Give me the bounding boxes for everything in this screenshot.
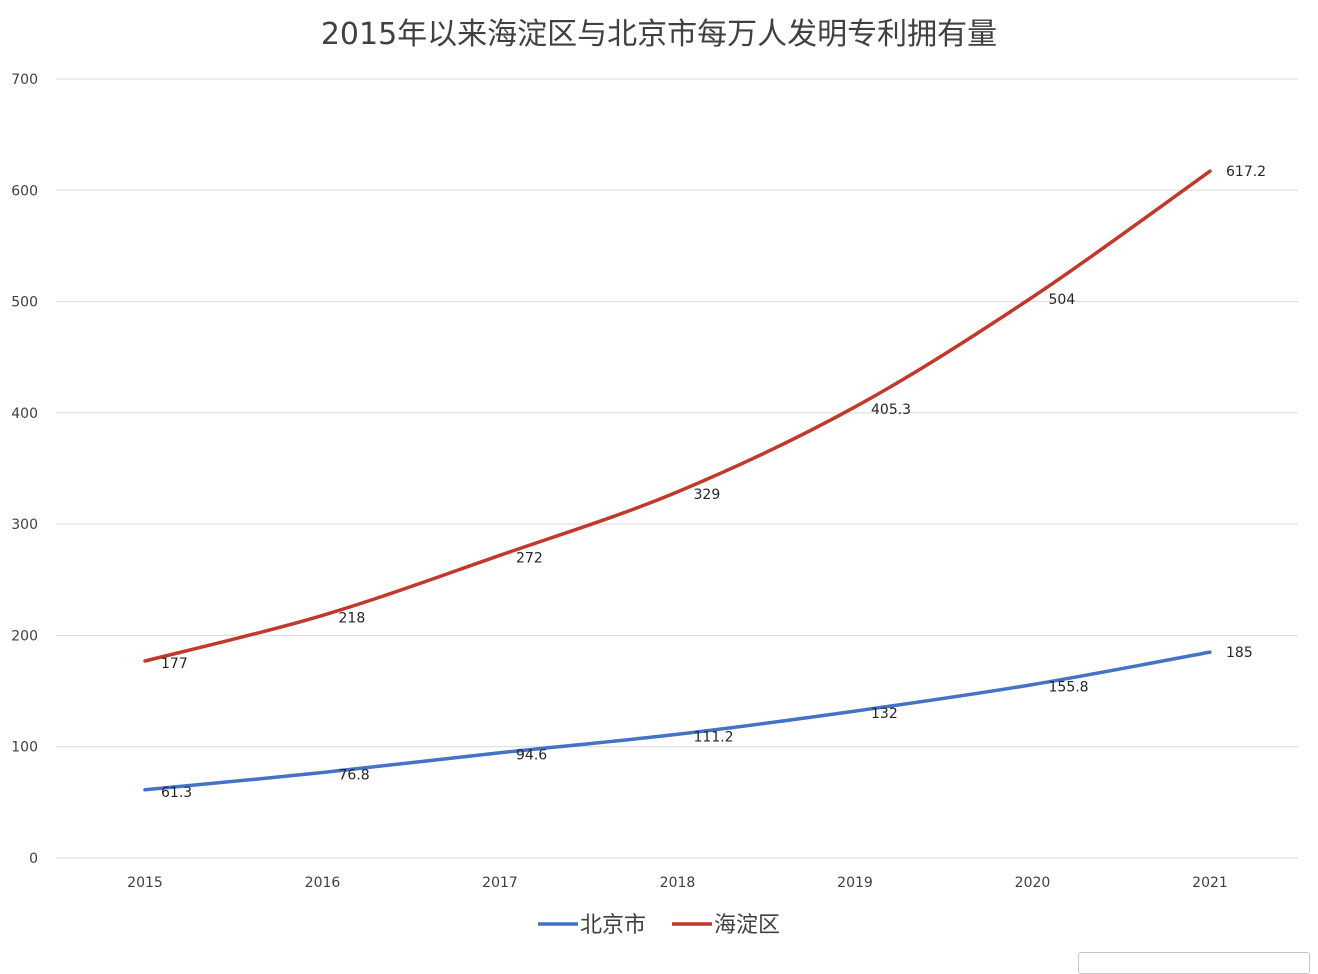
x-tick-label: 2016 [305, 875, 341, 891]
x-tick-label: 2018 [660, 875, 696, 891]
data-label: 94.6 [516, 748, 547, 764]
x-tick-label: 2017 [482, 875, 518, 891]
x-tick-label: 2021 [1192, 875, 1228, 891]
data-label: 177 [161, 656, 188, 672]
y-tick-label: 0 [29, 851, 38, 867]
data-label: 504 [1049, 292, 1076, 308]
data-label: 185 [1226, 645, 1253, 661]
corner-panel [1078, 952, 1310, 974]
y-axis: 0 100 200 300 400 500 600 700 [11, 72, 38, 867]
gridlines [56, 78, 1298, 859]
x-tick-label: 2020 [1015, 875, 1051, 891]
legend: 北京市 海淀区 [538, 913, 780, 938]
data-label: 329 [694, 487, 721, 503]
data-label: 111.2 [694, 729, 734, 745]
y-tick-label: 700 [11, 72, 38, 88]
x-tick-label: 2019 [837, 875, 873, 891]
y-tick-label: 500 [11, 295, 38, 311]
y-tick-label: 400 [11, 406, 38, 422]
y-tick-label: 300 [11, 517, 38, 533]
x-axis: 2015 2016 2017 2018 2019 2020 2021 [127, 875, 1228, 891]
data-label: 76.8 [339, 768, 370, 784]
data-label: 61.3 [161, 785, 192, 801]
series-line-2 [143, 169, 1212, 663]
y-tick-label: 100 [11, 740, 38, 756]
data-labels: 61.3 76.8 94.6 111.2 132 155.8 185 177 218 272 329… [161, 164, 1266, 801]
y-tick-label: 200 [11, 628, 38, 644]
data-label: 272 [516, 550, 543, 566]
legend-label: 北京市 [580, 913, 646, 938]
series-group [143, 169, 1212, 792]
series-line-1 [143, 650, 1212, 792]
data-label: 132 [871, 706, 898, 722]
data-label: 617.2 [1226, 164, 1266, 180]
legend-label: 海淀区 [714, 913, 780, 938]
data-label: 218 [339, 610, 366, 626]
y-tick-label: 600 [11, 183, 38, 199]
data-label: 405.3 [871, 402, 911, 418]
x-tick-label: 2015 [127, 875, 163, 891]
data-label: 155.8 [1049, 680, 1089, 696]
chart-title: 2015年以来海淀区与北京市每万人发明专利拥有量 [321, 17, 997, 52]
